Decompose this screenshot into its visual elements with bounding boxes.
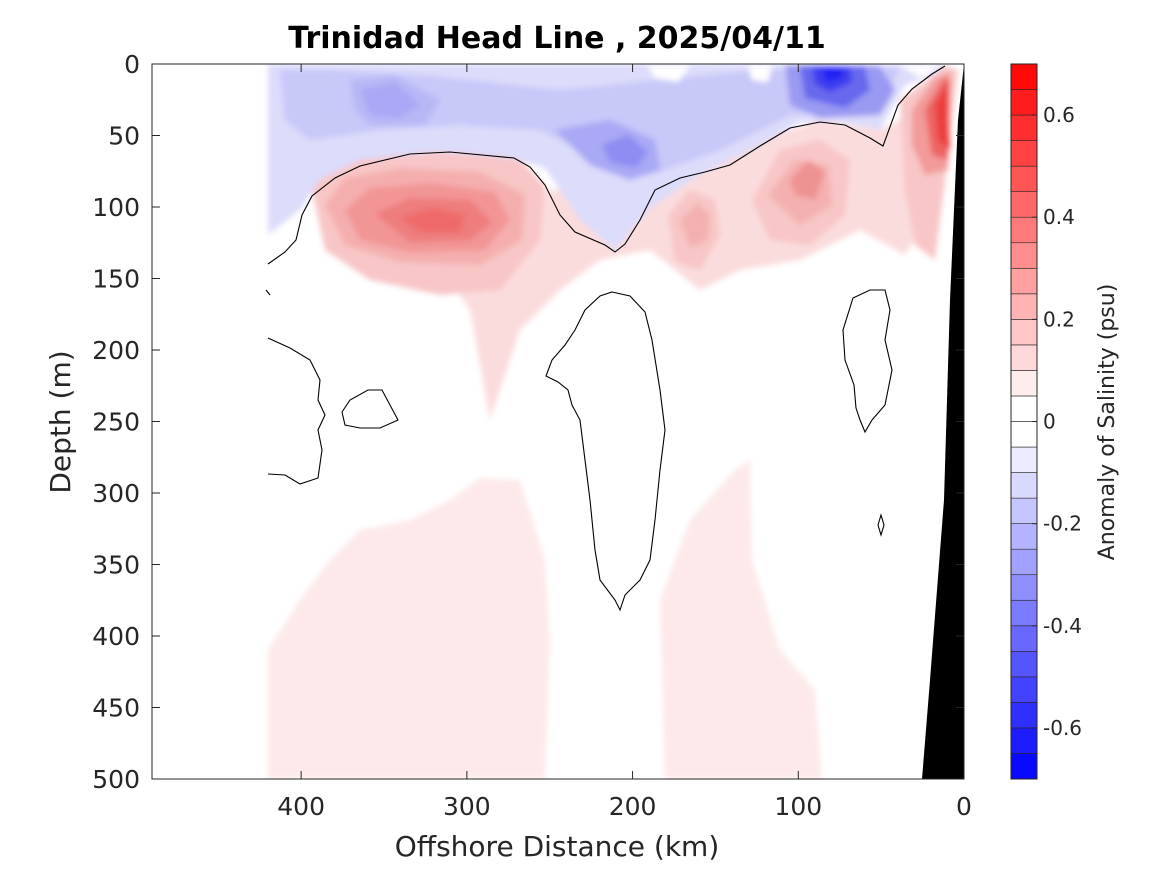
y-tick-label: 450 (92, 694, 140, 723)
y-tick-label: 350 (92, 551, 140, 580)
colorbar-tick-label: 0.6 (1043, 103, 1075, 127)
y-tick-label: 100 (92, 193, 140, 222)
colorbar-level (1010, 165, 1038, 192)
colorbar-level (1010, 114, 1038, 141)
colorbar-tick-label: -0.2 (1043, 512, 1082, 536)
zero-contour-loop-50km (842, 289, 893, 434)
colorbar-level (1010, 702, 1038, 729)
positive-patch-85km-core (790, 160, 825, 200)
surface-gap-3 (900, 66, 940, 78)
colorbar-level (1010, 242, 1038, 269)
colorbar-tick-label: 0.4 (1043, 205, 1075, 229)
y-tick-label: 150 (92, 265, 140, 294)
x-tick-label: 200 (609, 792, 657, 821)
zero-contour-main (267, 65, 946, 265)
y-tick-label: 500 (92, 765, 140, 794)
colorbar-level (1010, 446, 1038, 473)
negative-patch-210km-core (602, 135, 648, 168)
x-axis-ticks: 400 300 200 100 0 (277, 64, 972, 821)
colorbar-level (1010, 599, 1038, 627)
anomaly-field (268, 64, 958, 779)
y-tick-label: 0 (124, 50, 140, 79)
colorbar-level (1010, 216, 1038, 244)
plot-area (152, 64, 964, 779)
x-tick-label: 100 (774, 792, 822, 821)
nearshore-positive-core (935, 82, 950, 150)
negative-level-2 (280, 68, 900, 175)
negative-core-80km-peak (822, 67, 843, 82)
colorbar-level (1010, 625, 1038, 652)
y-tick-label: 50 (108, 122, 140, 151)
colorbar-level (1010, 63, 1038, 90)
y-tick-label: 200 (92, 336, 140, 365)
negative-level-4 (360, 82, 420, 118)
y-axis-ticks: 0 50 100 150 200 250 300 350 400 450 500 (92, 50, 964, 794)
colorbar-level (1010, 727, 1038, 754)
colorbar-level (1010, 676, 1038, 703)
y-axis-label: Depth (m) (44, 350, 77, 493)
colorbar-level (1010, 497, 1038, 524)
zero-contour-trough (545, 291, 666, 612)
x-tick-label: 400 (277, 792, 325, 821)
x-axis-label: Offshore Distance (km) (395, 830, 720, 863)
chart-title: Trinidad Head Line , 2025/04/11 (288, 21, 825, 56)
colorbar-tick-label: 0 (1043, 410, 1056, 434)
colorbar-level (1010, 395, 1038, 422)
colorbar-level (1010, 523, 1038, 550)
colorbar-level (1010, 267, 1038, 295)
deep-positive-west (268, 478, 550, 779)
colorbar-tick-label: -0.6 (1043, 716, 1082, 740)
surface-gap-2 (648, 66, 690, 82)
x-tick-label: 0 (956, 792, 972, 821)
x-tick-label: 300 (443, 792, 491, 821)
colorbar-level (1010, 191, 1038, 218)
colorbar-level (1010, 344, 1038, 371)
colorbar-level (1010, 651, 1038, 678)
zero-contour-small-loop (877, 513, 885, 537)
bathymetry-mask (922, 64, 964, 779)
colorbar-ticks: -0.6 -0.4 -0.2 0 0.2 0.4 0.6 (1032, 103, 1082, 740)
zero-contours (265, 65, 946, 612)
colorbar-level (1010, 319, 1038, 346)
colorbar-label: Anomaly of Salinity (psu) (1095, 284, 1120, 561)
colorbar-level (1010, 293, 1038, 320)
colorbar-level (1010, 753, 1038, 780)
colorbar-tick-label: 0.2 (1043, 307, 1075, 331)
surface-gap-1 (748, 66, 772, 82)
deep-positive-east (660, 460, 822, 779)
positive-peak-320km (400, 208, 465, 232)
colorbar-level (1010, 548, 1038, 576)
colorbar-level (1010, 370, 1038, 397)
colorbar-level (1010, 421, 1038, 448)
colorbar-level (1010, 89, 1038, 116)
y-tick-label: 250 (92, 408, 140, 437)
zero-contour-west (267, 337, 326, 485)
zero-contour-loop-350km (341, 389, 399, 429)
colorbar-level (1010, 140, 1038, 167)
colorbar-level (1010, 574, 1038, 601)
colorbar-level (1010, 472, 1038, 499)
zero-contour-tick-left (265, 289, 271, 296)
positive-patch-160km-core (680, 203, 710, 248)
colorbar-tick-label: -0.4 (1043, 614, 1082, 638)
y-tick-label: 300 (92, 479, 140, 508)
y-tick-label: 400 (92, 622, 140, 651)
